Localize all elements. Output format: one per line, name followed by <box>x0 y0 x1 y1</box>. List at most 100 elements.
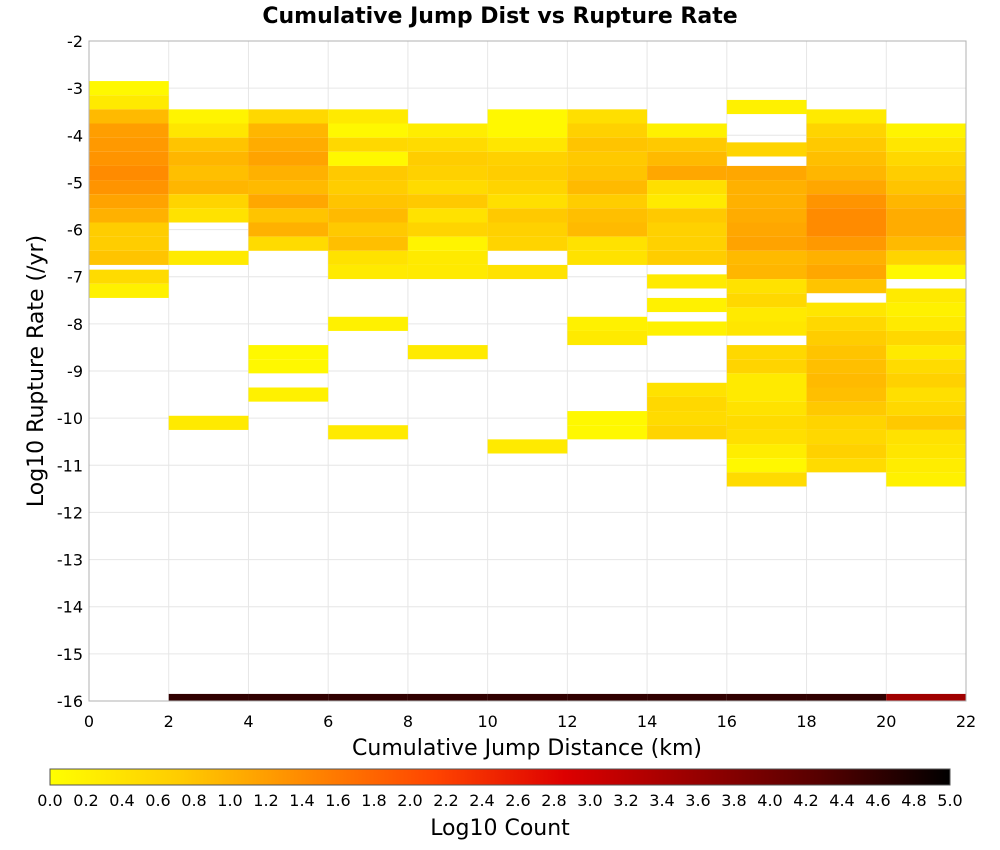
heatmap-cell <box>567 250 648 265</box>
heatmap-cell <box>567 180 648 195</box>
x-tick-label: 12 <box>557 712 577 731</box>
heatmap-cell <box>407 264 488 280</box>
heatmap-cell <box>806 222 887 237</box>
heatmap-cell <box>726 250 807 265</box>
heatmap-cell <box>407 137 488 152</box>
x-tick-label: 2 <box>164 712 174 731</box>
x-tick-labels: 0 2 4 6 8 10 12 14 16 18 20 22 <box>84 712 976 731</box>
heatmap-cell <box>726 693 807 701</box>
heatmap-cell <box>248 208 329 223</box>
heatmap-cell <box>726 321 807 336</box>
heatmap-cell <box>647 425 727 440</box>
heatmap-cell <box>726 293 807 308</box>
heatmap-cell <box>407 180 488 195</box>
heatmap-cell <box>886 472 966 487</box>
heatmap-cell <box>407 123 488 138</box>
colorbar-tick-label: 3.8 <box>721 791 746 810</box>
heatmap-cell <box>89 269 169 284</box>
heatmap-cell <box>407 222 488 237</box>
y-tick-label: -16 <box>57 692 83 711</box>
heatmap-cell <box>886 208 966 223</box>
heatmap-cell <box>806 401 887 416</box>
heatmap-cell <box>487 165 568 181</box>
heatmap-cell <box>248 222 329 237</box>
heatmap-cell <box>168 194 249 209</box>
heatmap-cell <box>647 123 727 138</box>
heatmap-cell <box>726 458 807 473</box>
heatmap-cell <box>567 330 648 346</box>
y-tick-label: -3 <box>67 79 83 98</box>
heatmap-cell <box>567 137 648 152</box>
heatmap-cell <box>647 222 727 237</box>
heatmap-cell <box>89 236 169 251</box>
heatmap-cell <box>487 137 568 152</box>
heatmap-cell <box>89 95 169 110</box>
heatmap-cell <box>647 411 727 426</box>
heatmap-cell <box>806 264 887 280</box>
heatmap-cell <box>89 81 169 96</box>
heatmap-cell <box>89 123 169 138</box>
heatmap-cell <box>647 321 727 336</box>
colorbar-tick-label: 5.0 <box>937 791 962 810</box>
heatmap-cell <box>647 297 727 313</box>
heatmap-cell <box>487 222 568 237</box>
heatmap-cell <box>407 208 488 223</box>
heatmap-cell <box>647 396 727 412</box>
heatmap-cell <box>806 330 887 346</box>
heatmap-cell <box>806 137 887 152</box>
heatmap-cell <box>886 302 966 317</box>
y-tick-label: -4 <box>67 126 83 145</box>
heatmap-cell <box>328 109 408 124</box>
heatmap-cell <box>248 123 329 138</box>
heatmap-cell <box>168 208 249 223</box>
heatmap-cell <box>647 208 727 223</box>
colorbar-tick-label: 0.8 <box>181 791 206 810</box>
heatmap-cell <box>726 264 807 280</box>
heatmap-cell <box>407 250 488 265</box>
x-axis-label: Cumulative Jump Distance (km) <box>352 736 702 761</box>
heatmap-cell <box>487 236 568 251</box>
y-tick-label: -13 <box>57 551 83 570</box>
y-tick-label: -11 <box>57 456 83 475</box>
heatmap-cell <box>886 387 966 402</box>
heatmap-cell <box>567 222 648 237</box>
heatmap-cell <box>806 123 887 138</box>
x-tick-label: 6 <box>323 712 333 731</box>
heatmap-cell <box>248 165 329 181</box>
heatmap-cell <box>726 208 807 223</box>
heatmap-cell <box>886 693 966 701</box>
heatmap-cell <box>567 194 648 209</box>
heatmap-cell <box>886 288 966 303</box>
heatmap-cell <box>328 236 408 251</box>
heatmap-cell <box>567 109 648 124</box>
heatmap-cell <box>886 236 966 251</box>
heatmap-cell <box>487 151 568 166</box>
heatmap-cell <box>487 264 568 280</box>
heatmap-cell <box>407 236 488 251</box>
x-tick-label: 16 <box>717 712 737 731</box>
colorbar-tick-label: 1.0 <box>217 791 242 810</box>
heatmap-cell <box>487 123 568 138</box>
heatmap-cell <box>168 693 249 701</box>
heatmap-cell <box>886 373 966 388</box>
heatmap-cell <box>487 180 568 195</box>
colorbar-tick-label: 0.6 <box>145 791 170 810</box>
heatmap-cell <box>407 693 488 701</box>
heatmap-cell <box>567 236 648 251</box>
heatmap-cell <box>726 345 807 360</box>
heatmap-cell <box>328 194 408 209</box>
heatmap-cell <box>328 693 408 701</box>
heatmap-cell <box>806 165 887 181</box>
heatmap-cell <box>89 180 169 195</box>
heatmap-cell <box>567 411 648 426</box>
colorbar-tick-label: 1.6 <box>325 791 350 810</box>
heatmap-cell <box>886 330 966 346</box>
heatmap-cell <box>567 208 648 223</box>
chart-title: Cumulative Jump Dist vs Rupture Rate <box>262 4 737 29</box>
heatmap-cell <box>248 151 329 166</box>
heatmap-cell <box>168 109 249 124</box>
heatmap-cell <box>487 194 568 209</box>
heatmap-cell <box>806 458 887 473</box>
colorbar-tick-label: 0.0 <box>37 791 62 810</box>
